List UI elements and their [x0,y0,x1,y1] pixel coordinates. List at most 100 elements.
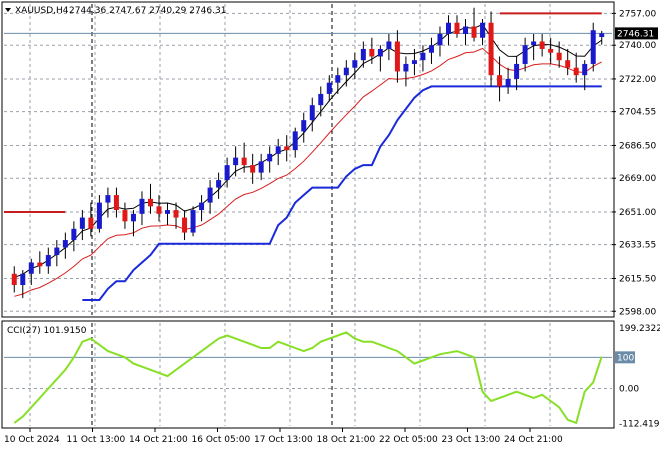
candle-body [318,93,324,106]
candle-body [45,255,51,267]
current-price-label: 2746.31 [617,29,654,39]
price-indicator-lines [4,12,602,301]
candle-body [514,63,520,79]
price-tick-label: 2633.55 [619,241,656,251]
candle-body [224,165,230,181]
candle-body [199,202,205,211]
candle-body [96,202,102,229]
candle-body [207,187,213,203]
candle-body [326,82,332,94]
candle-body [11,273,17,286]
indicator-label: CCI(27) 101.9150 [7,326,87,336]
price-tick-label: 2740.00 [619,41,656,51]
cci-tick-label: -112.4195 [619,420,660,430]
grid-lines [4,4,612,426]
candle-body [411,60,417,64]
candle-body [88,217,94,229]
candle-body [173,210,179,218]
candle-body [488,22,494,76]
candle-body [394,41,400,72]
candle-body [428,45,434,53]
candle-body [216,180,222,188]
candle-body [258,161,264,173]
candle-body [292,131,298,151]
candle-body [156,206,162,214]
candles [11,7,605,299]
cci-tick-label: 100 [617,353,634,363]
time-tick-label: 22 Oct 05:00 [379,435,438,445]
candle-body [79,217,85,229]
candle-body [480,22,486,38]
price-tick-label: 2722.00 [619,75,656,85]
candle-body [105,195,111,203]
cci-series-line [13,331,603,425]
candle-body [360,48,366,61]
candle-body [386,41,392,49]
time-axis: 10 Oct 2024 11 Oct 13:00 14 Oct 21:00 16 Oc… [4,428,563,445]
candle-body [343,67,349,76]
candle-body [182,217,188,233]
candle-body [301,120,307,132]
price-tick-label: 2598.00 [619,307,656,317]
symbol-label: XAUUSD,H4 [15,6,69,16]
candle-body [522,45,528,64]
cci-level-tag [615,351,635,364]
time-tick-label: 17 Oct 13:00 [254,435,313,445]
candle-body [505,78,511,87]
price-tick-label: 2704.55 [619,108,656,118]
upper-band-line [14,23,602,278]
time-tick-label: 10 Oct 2024 [4,435,60,445]
candle-body [420,52,426,61]
candle-body [233,157,239,166]
candle-body [71,228,77,241]
candle-body [113,195,119,211]
candle-body [437,33,443,46]
indicator-axis: 199.2322 100 0.00 -112.4195 [615,324,660,430]
candle-body [28,262,34,274]
candle-body [565,60,571,68]
indicator-frame[interactable] [1,320,615,429]
cci-tick-label: 0.00 [619,385,639,395]
candle-body [267,153,273,162]
candle-body [139,198,145,214]
candle-body [130,213,136,222]
time-tick-label: 14 Oct 21:00 [129,435,188,445]
candle-body [463,26,469,34]
candle-body [190,210,196,233]
candle-body [445,22,451,34]
candle-body [471,26,477,38]
price-tick-label: 2686.50 [619,141,656,151]
cci-line [13,331,603,425]
main-chart-frame[interactable] [1,1,615,318]
price-tick-label: 2615.50 [619,274,656,284]
candle-body [284,146,290,151]
current-price-tag [615,27,658,40]
candle-body [369,48,375,57]
price-tick-label: 2757.00 [619,9,656,19]
price-tick-label: 2669.00 [619,174,656,184]
candle-body [54,247,60,256]
price-axis: 2757.00 2740.00 2722.00 2704.55 2686.50 2669.… [612,9,658,317]
cci-tick-label: 199.2322 [619,324,660,334]
candle-body [582,63,588,76]
lower-band-line [14,47,602,297]
chevron-down-icon[interactable] [5,8,11,12]
candle-body [241,157,247,166]
candle-body [147,198,153,207]
candle-body [556,52,562,61]
candle-body [539,41,545,49]
candle-body [62,240,68,248]
candle-body [122,210,128,222]
candle-body [590,30,596,64]
candle-body [454,22,460,34]
candle-body [573,67,579,76]
candle-body [548,48,554,53]
candle-body [352,60,358,68]
time-tick-label: 24 Oct 21:00 [504,435,563,445]
candle-body [165,210,171,214]
time-tick-label: 23 Oct 13:00 [442,435,501,445]
candle-body [531,41,537,46]
candle-body [309,105,315,121]
candle-body [403,63,409,72]
